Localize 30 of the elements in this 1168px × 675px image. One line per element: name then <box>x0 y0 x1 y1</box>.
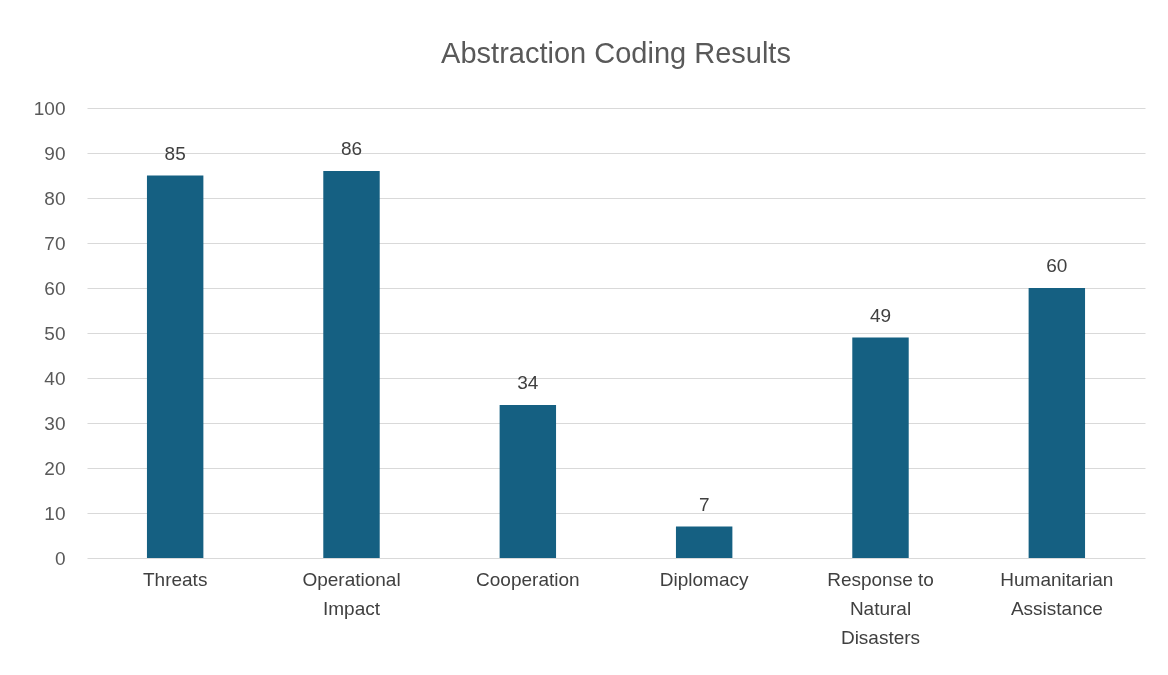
data-label: 49 <box>869 304 892 326</box>
y-tick-label: 90 <box>44 142 66 164</box>
bar <box>675 526 733 558</box>
chart-title: Abstraction Coding Results <box>441 37 791 69</box>
y-tick-label: 0 <box>54 547 66 569</box>
data-label: 7 <box>698 493 710 515</box>
data-label: 60 <box>1046 255 1068 276</box>
data-label: 85 <box>164 142 186 164</box>
bar <box>852 337 909 558</box>
y-tick-label: 50 <box>44 322 66 344</box>
data-label: 86 <box>340 138 363 159</box>
y-tick-label: 30 <box>44 412 66 434</box>
bar <box>499 405 557 558</box>
y-tick-label: 80 <box>44 187 66 209</box>
x-tick-label: Cooperation <box>476 568 580 590</box>
x-tick-label: Response to Natural Disasters <box>827 568 934 648</box>
x-tick-label: Threats <box>142 568 208 590</box>
y-tick-label: 60 <box>44 277 66 299</box>
y-tick-label: 40 <box>44 367 66 389</box>
y-tick-label: 100 <box>33 97 66 119</box>
y-tick-label: 70 <box>44 232 66 254</box>
bar <box>323 171 380 558</box>
bar <box>146 175 204 558</box>
x-tick-label: Operational Impact <box>302 568 401 619</box>
bar <box>1028 288 1086 558</box>
data-label: 34 <box>517 372 539 393</box>
y-tick-label: 10 <box>44 502 66 524</box>
x-tick-label: Humanitarian Assistance <box>1000 568 1114 619</box>
x-tick-label: Diplomacy <box>659 568 750 590</box>
y-tick-label: 20 <box>44 457 66 479</box>
